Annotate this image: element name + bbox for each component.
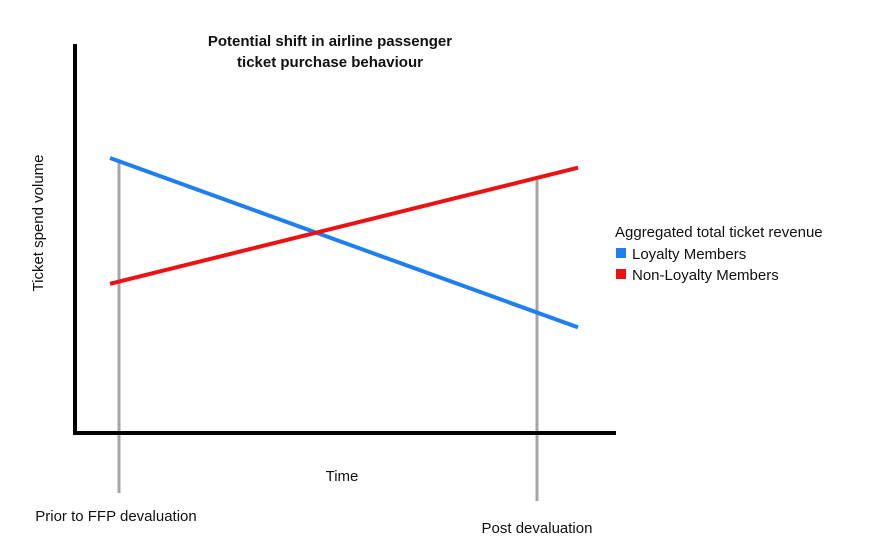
legend-swatch-non-loyalty	[616, 269, 626, 279]
legend-title: Aggregated total ticket revenue	[615, 224, 823, 241]
category-label-prior: Prior to FFP devaluation	[35, 508, 196, 525]
x-axis-label: Time	[326, 468, 359, 485]
y-axis-label: Ticket spend volume	[30, 154, 47, 291]
category-label-post: Post devaluation	[482, 520, 593, 537]
series-line-non-loyalty-members	[109, 165, 579, 286]
legend-label-non-loyalty: Non-Loyalty Members	[632, 267, 779, 284]
chart-title-line-2: ticket purchase behaviour	[237, 54, 423, 71]
series-line-loyalty-members	[109, 156, 579, 330]
legend-label-loyalty: Loyalty Members	[632, 246, 746, 263]
legend-swatch-loyalty	[616, 248, 626, 258]
chart-title-line-1: Potential shift in airline passenger	[208, 33, 452, 50]
legend: Aggregated total ticket revenue Loyalty …	[615, 224, 823, 284]
series-lines	[109, 156, 579, 330]
category-markers	[117, 160, 539, 501]
